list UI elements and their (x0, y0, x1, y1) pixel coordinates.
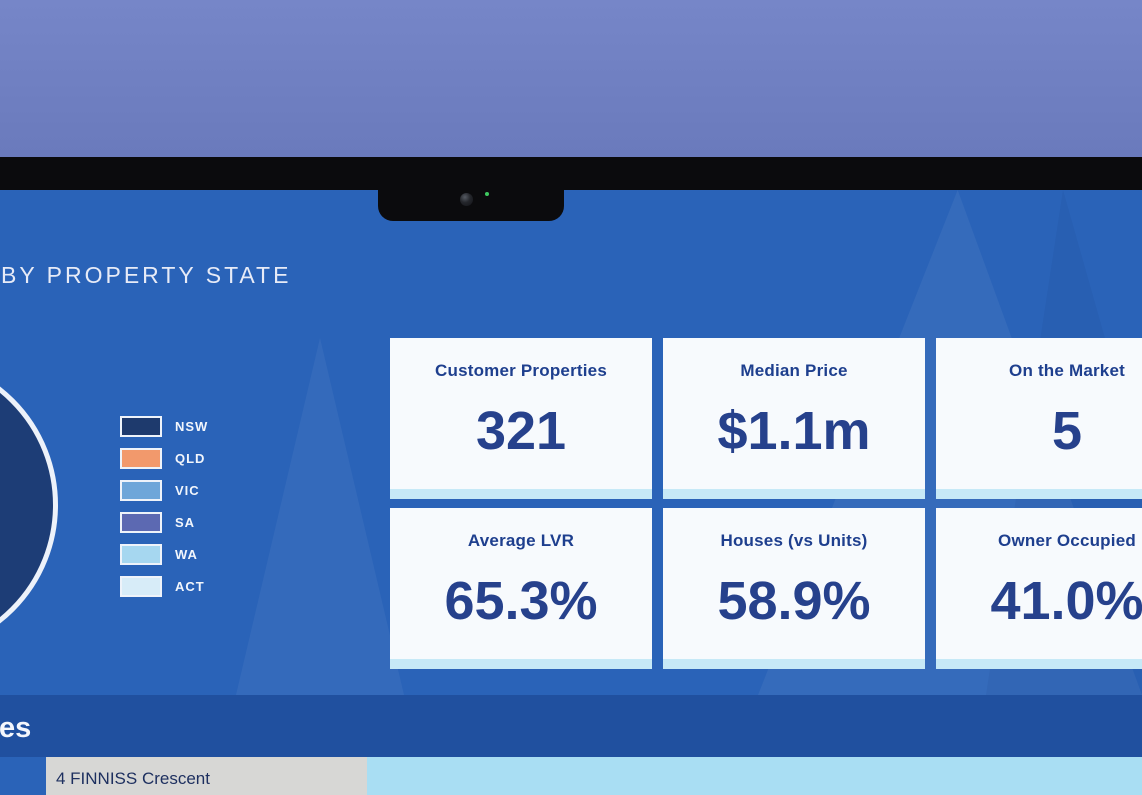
properties-table: 4 FINNISS Crescent (0, 757, 1142, 795)
legend-label: SA (175, 515, 196, 530)
stat-card-value: 321 (475, 401, 567, 461)
stat-card-on-the-market: On the Market 5 (936, 338, 1142, 499)
legend-swatch (120, 512, 162, 533)
stat-card-customer-properties: Customer Properties 321 (390, 338, 652, 499)
legend-label: WA (175, 547, 198, 562)
table-row-address[interactable]: 4 FINNISS Crescent (46, 757, 367, 795)
card-accent-strip (663, 659, 925, 669)
legend-label: VIC (175, 483, 200, 498)
card-accent-strip (663, 489, 925, 499)
stat-card-houses-vs-units: Houses (vs Units) 58.9% (663, 508, 925, 669)
legend-item: WA (120, 544, 208, 565)
stat-card-label: Customer Properties (435, 361, 607, 380)
laptop-bezel (0, 157, 1142, 190)
dashboard-screen: BY PROPERTY STATE NSW QLD VIC SA WA (0, 190, 1142, 795)
webcam-icon (460, 193, 473, 206)
stat-card-median-price: Median Price $1.1m (663, 338, 925, 499)
camera-notch (378, 190, 564, 221)
stat-card-label: Median Price (740, 361, 848, 380)
properties-section-band: es (0, 695, 1142, 757)
stat-card-label: Average LVR (467, 531, 575, 550)
legend-label: NSW (175, 419, 209, 434)
legend-item: VIC (120, 480, 208, 501)
legend-item: QLD (120, 448, 208, 469)
legend-label: QLD (175, 451, 206, 466)
card-accent-strip (390, 659, 652, 669)
stat-card-value: 58.9% (717, 571, 871, 631)
legend-item: ACT (120, 576, 208, 597)
legend-swatch (120, 448, 162, 469)
section-title: BY PROPERTY STATE (1, 262, 292, 288)
legend-swatch (120, 576, 162, 597)
stat-card-owner-occupied: Owner Occupied 41.0% (936, 508, 1142, 669)
card-accent-strip (390, 489, 652, 499)
property-state-donut-chart (0, 355, 58, 655)
card-accent-strip (936, 489, 1142, 499)
stat-card-value: $1.1m (717, 401, 871, 461)
table-row-highlight (367, 757, 1142, 795)
legend-swatch (120, 416, 162, 437)
desktop-wallpaper (0, 0, 1142, 157)
legend-label: ACT (175, 579, 205, 594)
chart-legend: NSW QLD VIC SA WA ACT (120, 416, 208, 608)
stat-card-label: Houses (vs Units) (720, 531, 868, 550)
stat-card-value: 5 (1051, 401, 1083, 461)
legend-swatch (120, 480, 162, 501)
legend-item: SA (120, 512, 208, 533)
camera-led-icon (485, 192, 489, 196)
stat-card-label: On the Market (1009, 361, 1125, 380)
background-triangle (236, 338, 404, 695)
legend-swatch (120, 544, 162, 565)
stat-card-value: 65.3% (444, 571, 598, 631)
stat-card-label: Owner Occupied (998, 531, 1136, 550)
stat-card-value: 41.0% (990, 571, 1142, 631)
legend-item: NSW (120, 416, 208, 437)
card-accent-strip (936, 659, 1142, 669)
properties-section-heading: es (0, 712, 32, 744)
stat-card-average-lvr: Average LVR 65.3% (390, 508, 652, 669)
stats-grid: Customer Properties 321 Median Price $1.… (390, 338, 1142, 669)
